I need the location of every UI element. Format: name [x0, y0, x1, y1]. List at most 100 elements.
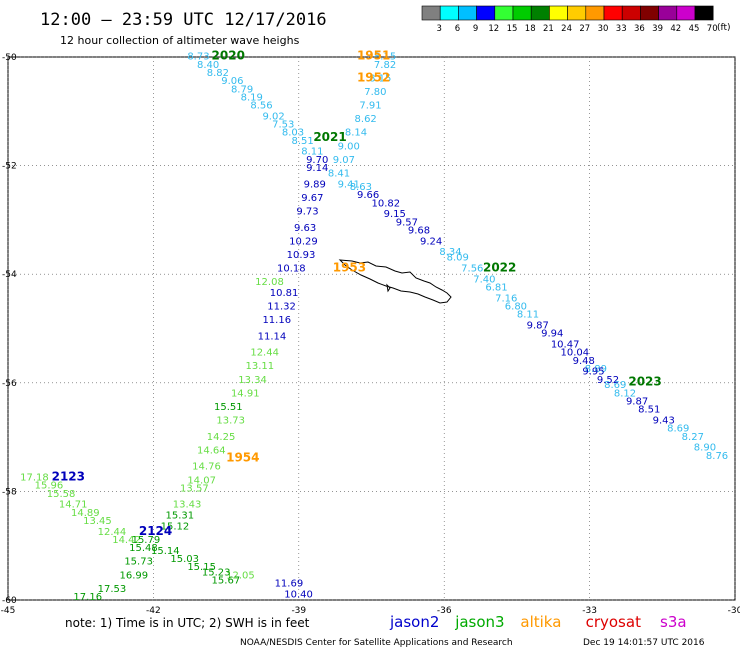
swh-value: 8.89 — [585, 364, 607, 375]
swh-value: 8.73 — [187, 52, 209, 63]
swh-value: 8.69 — [604, 380, 626, 391]
x-tick-label: -45 — [1, 606, 16, 616]
swh-value: 9.89 — [304, 179, 326, 190]
swh-value: 9.87 — [626, 397, 648, 408]
colorbar-swatch — [512, 5, 532, 21]
swh-value: 15.03 — [170, 554, 199, 565]
swh-value: 8.51 — [292, 136, 314, 147]
swh-value: 8.63 — [350, 182, 372, 193]
swh-value: 9.94 — [541, 329, 563, 340]
swh-value: 17.16 — [73, 592, 102, 603]
swh-value: 11.32 — [267, 301, 296, 312]
time-labels: 2020 1951 1952 2021 1953 2022 2023 1954 2123 2124 — [52, 49, 662, 538]
swh-value: 14.25 — [207, 432, 236, 443]
swh-value: 8.12 — [614, 388, 636, 399]
swh-value: 8.40 — [197, 60, 219, 71]
swh-value: 11.14 — [258, 331, 287, 342]
swh-value: 17.18 — [20, 473, 49, 484]
colorbar-label: 27 — [579, 24, 590, 34]
x-tick-label: -42 — [146, 606, 161, 616]
swh-value: 12.05 — [226, 570, 255, 581]
swh-value: 8.03 — [282, 128, 304, 139]
colorbar-swatch — [530, 5, 550, 21]
swh-value: 15.15 — [187, 562, 216, 573]
swh-value: 8.11 — [301, 147, 323, 158]
colorbar-unit: (ft) — [717, 23, 731, 33]
swh-value: 13.34 — [238, 375, 267, 386]
swh-value: 16.99 — [119, 570, 148, 581]
swh-value: 17.53 — [98, 584, 127, 595]
footer-credit: NOAA/NESDIS Center for Satellite Applica… — [240, 638, 513, 648]
colorbar-swatch — [658, 5, 678, 21]
swh-value: 15.31 — [166, 511, 195, 522]
swh-value: 7.53 — [272, 120, 294, 131]
colorbar-label: 36 — [634, 24, 645, 34]
colorbar-label: 24 — [561, 24, 572, 34]
swh-value: 15.58 — [47, 489, 76, 500]
colorbar-swatch — [494, 5, 514, 21]
colorbar-label: 33 — [616, 24, 627, 34]
swh-value: 9.68 — [408, 225, 430, 236]
colorbar-swatch — [585, 5, 605, 21]
colorbar-legend: 3 6 9 12 15 18 21 24 27 30 33 36 39 42 45 70 — [421, 5, 718, 34]
swh-value: 11.16 — [262, 315, 291, 326]
plot-frame — [7, 56, 736, 601]
swh-value: 8.11 — [517, 310, 539, 321]
swh-value: 9.63 — [294, 223, 316, 234]
colorbar-label: 6 — [455, 24, 460, 34]
pass-time-label: 1951 — [357, 49, 390, 63]
swh-value: 10.40 — [284, 589, 313, 600]
swh-value: 8.14 — [345, 128, 367, 139]
swh-value: 9.00 — [338, 141, 360, 152]
colorbar-label: 12 — [488, 24, 499, 34]
swh-value: 14.07 — [187, 475, 216, 486]
satellite-legend: jason2 jason3 altika cryosat s3a — [389, 613, 687, 631]
colorbar-swatch — [694, 5, 714, 21]
swh-value: 8.19 — [241, 92, 263, 103]
colorbar-label: 70 — [707, 24, 718, 34]
swh-value: 7.40 — [473, 274, 495, 285]
swh-value: 8.27 — [682, 432, 704, 443]
swh-value: 6.80 — [505, 301, 527, 312]
swh-value: 7.91 — [359, 101, 381, 112]
satellite-name: s3a — [660, 613, 687, 631]
x-tick-label: -39 — [291, 606, 306, 616]
swh-value: 8.76 — [706, 451, 728, 462]
colorbar-swatch — [476, 5, 496, 21]
swh-value: 9.57 — [396, 217, 418, 228]
swh-value: 15.12 — [161, 521, 190, 532]
swh-value: 15.48 — [129, 543, 158, 554]
swh-value: 14.42 — [112, 535, 141, 546]
satellite-name: altika — [520, 613, 561, 631]
colorbar-label: 3 — [436, 24, 441, 34]
colorbar-label: 21 — [543, 24, 554, 34]
swh-value: 15.96 — [35, 481, 64, 492]
pass-time-label: 1953 — [333, 260, 366, 274]
swh-value: 6.81 — [485, 282, 507, 293]
swh-value: 9.66 — [357, 190, 379, 201]
swh-value: 9.48 — [573, 356, 595, 367]
swh-value: 7.82 — [374, 60, 396, 71]
pass-time-label: 2124 — [139, 524, 172, 538]
colorbar-swatch — [421, 5, 441, 21]
swh-value: 8.90 — [694, 443, 716, 454]
y-tick-label: -50 — [2, 53, 17, 63]
swh-value: 15.67 — [212, 576, 241, 587]
colorbar-swatch — [640, 5, 659, 21]
chart-title: 12:00 – 23:59 UTC 12/17/2016 — [40, 10, 327, 30]
swh-value: 8.41 — [328, 168, 350, 179]
swh-value: 10.47 — [551, 340, 580, 351]
swh-value: 9.43 — [653, 416, 675, 427]
x-tick-label: -33 — [582, 606, 597, 616]
swh-value: 9.06 — [221, 76, 243, 87]
swh-value: 14.91 — [231, 388, 260, 399]
swh-value: 8.51 — [638, 405, 660, 416]
satellite-name: cryosat — [586, 613, 641, 631]
pass-time-label: 1954 — [226, 451, 259, 465]
pass-time-label: 2021 — [313, 130, 346, 144]
data-points: 8.738.408.829.068.798.198.569.027.538.03… — [20, 52, 728, 603]
pass-time-label: 2020 — [212, 49, 245, 63]
x-tick-label: -30 — [728, 606, 740, 616]
swh-value: 10.93 — [287, 250, 316, 261]
